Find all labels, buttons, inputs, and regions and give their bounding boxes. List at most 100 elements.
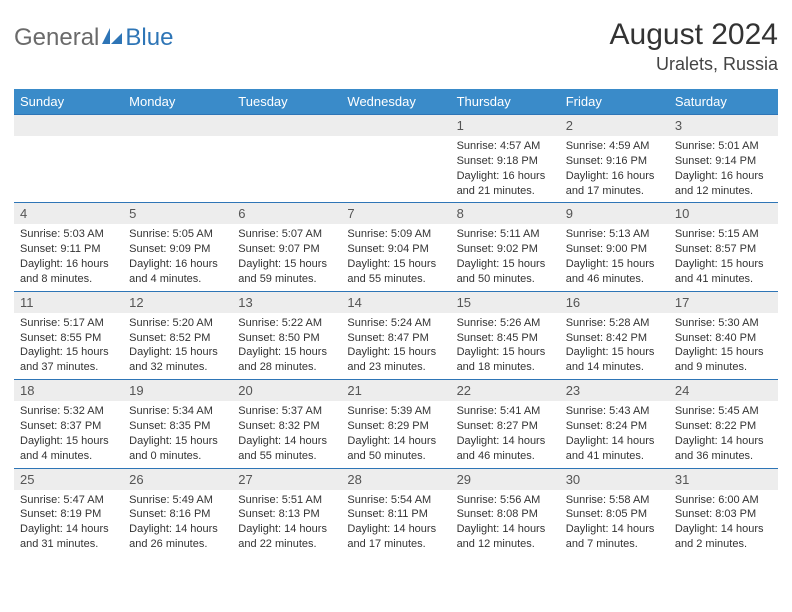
daylight-text: Daylight: 14 hours and 50 minutes.	[347, 434, 444, 464]
daylight-text: Daylight: 16 hours and 12 minutes.	[675, 169, 772, 199]
sunrise-text: Sunrise: 5:07 AM	[238, 227, 335, 242]
sunrise-text: Sunrise: 5:01 AM	[675, 139, 772, 154]
sunset-text: Sunset: 9:14 PM	[675, 154, 772, 169]
day-number: 10	[669, 203, 778, 224]
sunrise-text: Sunrise: 5:49 AM	[129, 493, 226, 508]
sunset-text: Sunset: 8:29 PM	[347, 419, 444, 434]
daylight-text: Daylight: 15 hours and 41 minutes.	[675, 257, 772, 287]
sunset-text: Sunset: 8:37 PM	[20, 419, 117, 434]
sunrise-text: Sunrise: 5:28 AM	[566, 316, 663, 331]
calendar-cell: 28Sunrise: 5:54 AMSunset: 8:11 PMDayligh…	[341, 468, 450, 556]
page-title: August 2024	[610, 18, 778, 52]
calendar-week: 25Sunrise: 5:47 AMSunset: 8:19 PMDayligh…	[14, 468, 778, 556]
calendar-cell	[232, 115, 341, 203]
day-number: 29	[451, 469, 560, 490]
sunrise-text: Sunrise: 5:13 AM	[566, 227, 663, 242]
calendar-cell: 4Sunrise: 5:03 AMSunset: 9:11 PMDaylight…	[14, 203, 123, 291]
day-details: Sunrise: 5:47 AMSunset: 8:19 PMDaylight:…	[14, 490, 123, 556]
sunrise-text: Sunrise: 4:59 AM	[566, 139, 663, 154]
day-number: 14	[341, 292, 450, 313]
sunrise-text: Sunrise: 5:37 AM	[238, 404, 335, 419]
day-number: 2	[560, 115, 669, 136]
calendar-cell: 21Sunrise: 5:39 AMSunset: 8:29 PMDayligh…	[341, 380, 450, 468]
daylight-text: Daylight: 14 hours and 7 minutes.	[566, 522, 663, 552]
day-number: 25	[14, 469, 123, 490]
daylight-text: Daylight: 15 hours and 55 minutes.	[347, 257, 444, 287]
sunset-text: Sunset: 9:00 PM	[566, 242, 663, 257]
calendar-cell: 19Sunrise: 5:34 AMSunset: 8:35 PMDayligh…	[123, 380, 232, 468]
day-header: Friday	[560, 89, 669, 115]
day-number	[14, 115, 123, 136]
calendar-cell: 1Sunrise: 4:57 AMSunset: 9:18 PMDaylight…	[451, 115, 560, 203]
day-details: Sunrise: 5:34 AMSunset: 8:35 PMDaylight:…	[123, 401, 232, 467]
title-block: August 2024 Uralets, Russia	[610, 18, 778, 75]
day-header: Monday	[123, 89, 232, 115]
daylight-text: Daylight: 15 hours and 37 minutes.	[20, 345, 117, 375]
sunset-text: Sunset: 9:07 PM	[238, 242, 335, 257]
day-details: Sunrise: 5:56 AMSunset: 8:08 PMDaylight:…	[451, 490, 560, 556]
sunset-text: Sunset: 8:11 PM	[347, 507, 444, 522]
day-number: 3	[669, 115, 778, 136]
day-details: Sunrise: 5:41 AMSunset: 8:27 PMDaylight:…	[451, 401, 560, 467]
sunset-text: Sunset: 8:27 PM	[457, 419, 554, 434]
daylight-text: Daylight: 15 hours and 46 minutes.	[566, 257, 663, 287]
sunset-text: Sunset: 8:45 PM	[457, 331, 554, 346]
logo-text-a: General	[14, 24, 99, 52]
calendar-cell: 10Sunrise: 5:15 AMSunset: 8:57 PMDayligh…	[669, 203, 778, 291]
day-details: Sunrise: 5:24 AMSunset: 8:47 PMDaylight:…	[341, 313, 450, 379]
day-details: Sunrise: 5:07 AMSunset: 9:07 PMDaylight:…	[232, 224, 341, 290]
calendar-cell: 29Sunrise: 5:56 AMSunset: 8:08 PMDayligh…	[451, 468, 560, 556]
sunrise-text: Sunrise: 5:51 AM	[238, 493, 335, 508]
sunrise-text: Sunrise: 5:09 AM	[347, 227, 444, 242]
sunrise-text: Sunrise: 5:24 AM	[347, 316, 444, 331]
day-details: Sunrise: 5:39 AMSunset: 8:29 PMDaylight:…	[341, 401, 450, 467]
daylight-text: Daylight: 14 hours and 12 minutes.	[457, 522, 554, 552]
day-number: 8	[451, 203, 560, 224]
sunrise-text: Sunrise: 5:45 AM	[675, 404, 772, 419]
day-number: 22	[451, 380, 560, 401]
sunset-text: Sunset: 8:52 PM	[129, 331, 226, 346]
day-header: Sunday	[14, 89, 123, 115]
day-number: 30	[560, 469, 669, 490]
sunrise-text: Sunrise: 5:47 AM	[20, 493, 117, 508]
sunset-text: Sunset: 8:16 PM	[129, 507, 226, 522]
day-number: 13	[232, 292, 341, 313]
daylight-text: Daylight: 16 hours and 8 minutes.	[20, 257, 117, 287]
calendar-cell: 8Sunrise: 5:11 AMSunset: 9:02 PMDaylight…	[451, 203, 560, 291]
day-number: 20	[232, 380, 341, 401]
calendar-week: 1Sunrise: 4:57 AMSunset: 9:18 PMDaylight…	[14, 115, 778, 203]
logo-text-b: Blue	[125, 24, 173, 52]
day-details: Sunrise: 5:13 AMSunset: 9:00 PMDaylight:…	[560, 224, 669, 290]
day-number: 7	[341, 203, 450, 224]
daylight-text: Daylight: 14 hours and 2 minutes.	[675, 522, 772, 552]
daylight-text: Daylight: 15 hours and 0 minutes.	[129, 434, 226, 464]
day-header: Thursday	[451, 89, 560, 115]
sunset-text: Sunset: 9:02 PM	[457, 242, 554, 257]
sunset-text: Sunset: 8:42 PM	[566, 331, 663, 346]
day-number: 23	[560, 380, 669, 401]
sunrise-text: Sunrise: 5:26 AM	[457, 316, 554, 331]
sunrise-text: Sunrise: 5:20 AM	[129, 316, 226, 331]
sunrise-text: Sunrise: 5:39 AM	[347, 404, 444, 419]
day-number: 31	[669, 469, 778, 490]
day-number: 5	[123, 203, 232, 224]
day-details: Sunrise: 5:15 AMSunset: 8:57 PMDaylight:…	[669, 224, 778, 290]
sunset-text: Sunset: 8:47 PM	[347, 331, 444, 346]
day-number: 11	[14, 292, 123, 313]
sunset-text: Sunset: 8:40 PM	[675, 331, 772, 346]
daylight-text: Daylight: 15 hours and 28 minutes.	[238, 345, 335, 375]
day-details: Sunrise: 5:54 AMSunset: 8:11 PMDaylight:…	[341, 490, 450, 556]
calendar-cell: 2Sunrise: 4:59 AMSunset: 9:16 PMDaylight…	[560, 115, 669, 203]
calendar-cell: 31Sunrise: 6:00 AMSunset: 8:03 PMDayligh…	[669, 468, 778, 556]
day-number: 17	[669, 292, 778, 313]
calendar-table: Sunday Monday Tuesday Wednesday Thursday…	[14, 89, 778, 556]
daylight-text: Daylight: 15 hours and 18 minutes.	[457, 345, 554, 375]
day-details: Sunrise: 5:43 AMSunset: 8:24 PMDaylight:…	[560, 401, 669, 467]
day-details: Sunrise: 5:26 AMSunset: 8:45 PMDaylight:…	[451, 313, 560, 379]
calendar-cell: 24Sunrise: 5:45 AMSunset: 8:22 PMDayligh…	[669, 380, 778, 468]
day-details: Sunrise: 5:32 AMSunset: 8:37 PMDaylight:…	[14, 401, 123, 467]
sunset-text: Sunset: 9:16 PM	[566, 154, 663, 169]
day-number: 18	[14, 380, 123, 401]
day-details: Sunrise: 5:11 AMSunset: 9:02 PMDaylight:…	[451, 224, 560, 290]
location-label: Uralets, Russia	[610, 54, 778, 75]
